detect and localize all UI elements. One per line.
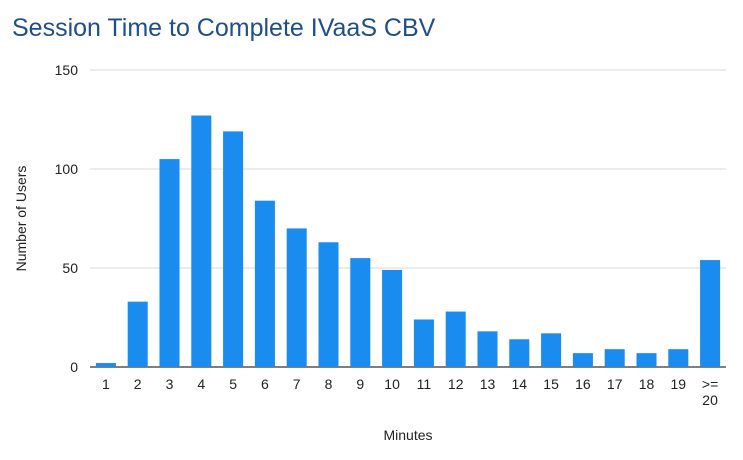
x-tick-label: 19 (671, 376, 687, 392)
x-axis-label: Minutes (383, 427, 432, 443)
bar-13 (477, 331, 498, 367)
bar-10 (382, 269, 403, 367)
x-tick-label: 3 (166, 376, 174, 392)
bar-9 (350, 258, 371, 367)
bar-15 (541, 333, 562, 367)
x-tick-label: 9 (356, 376, 364, 392)
x-tick-label: 2 (134, 376, 142, 392)
bar-1 (95, 363, 116, 367)
x-tick-label: 8 (325, 376, 333, 392)
bar-14 (509, 339, 530, 367)
y-axis-ticks: 0 50 100 150 (55, 62, 79, 375)
y-axis-label: Number of Users (13, 166, 29, 272)
x-tick-label: 16 (575, 376, 591, 392)
bars (95, 115, 721, 367)
y-tick-label: 150 (55, 62, 79, 78)
y-tick-label: 0 (70, 359, 78, 375)
chart-title: Session Time to Complete IVaaS CBV (12, 14, 436, 42)
bar-20 (700, 260, 721, 367)
bar-8 (318, 242, 339, 367)
bar-17 (604, 349, 625, 367)
x-tick-label: 12 (448, 376, 464, 392)
x-tick-label: 18 (639, 376, 655, 392)
bar-16 (572, 353, 593, 367)
x-tick-label: 14 (512, 376, 528, 392)
x-tick-label: 10 (384, 376, 400, 392)
bar-4 (191, 115, 212, 367)
gridlines (90, 69, 726, 368)
x-tick-label: 1 (102, 376, 110, 392)
x-axis-ticks: 1 2 3 4 5 6 7 8 9 10 11 12 13 14 15 16 17 18 19 >= 20 (102, 376, 718, 408)
x-tick-label: 6 (261, 376, 269, 392)
bar-19 (668, 349, 689, 367)
x-tick-label: 4 (197, 376, 205, 392)
bar-2 (127, 301, 148, 367)
y-tick-label: 50 (62, 260, 78, 276)
bar-12 (445, 311, 466, 367)
x-tick-label: 7 (293, 376, 301, 392)
x-tick-label: 5 (229, 376, 237, 392)
y-tick-label: 100 (55, 161, 79, 177)
bar-7 (286, 228, 307, 367)
x-tick-label: >= 20 (702, 376, 718, 408)
bar-18 (636, 353, 657, 367)
x-tick-label: 15 (543, 376, 559, 392)
x-tick-label: 17 (607, 376, 623, 392)
x-tick-label: 11 (417, 376, 432, 392)
x-tick-label: 13 (480, 376, 496, 392)
bar-11 (413, 319, 434, 367)
bar-5 (223, 131, 244, 367)
bar-3 (159, 159, 180, 367)
bar-6 (254, 200, 275, 367)
